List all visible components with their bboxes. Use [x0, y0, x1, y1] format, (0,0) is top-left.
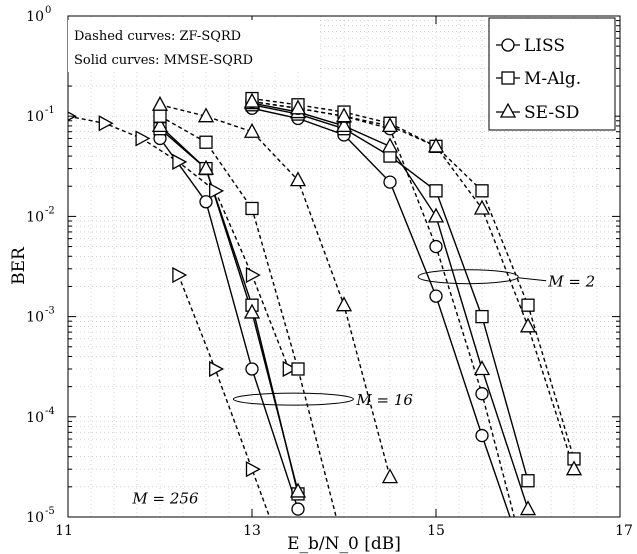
x-tick-label: 13	[243, 523, 261, 539]
marker-triangle-right	[98, 115, 114, 132]
marker-triangle-up	[381, 468, 399, 484]
marker-triangle-right	[282, 360, 298, 378]
y-tick-label: 10	[26, 510, 44, 526]
y-tick-label: 10	[26, 209, 44, 225]
marker-triangle-up	[151, 117, 169, 133]
group-label-m256: M = 256	[131, 489, 199, 507]
marker-triangle-right	[209, 182, 225, 199]
annotation-box	[68, 20, 320, 72]
marker-triangle-up	[335, 296, 353, 312]
plot-frame	[67, 15, 621, 518]
marker-triangle-up	[151, 95, 169, 111]
marker-triangle-up	[289, 99, 307, 115]
marker-square	[245, 201, 259, 216]
marker-triangle-right	[245, 266, 261, 284]
marker-triangle-up	[243, 92, 261, 108]
marker-square	[521, 474, 535, 488]
legend: LISS M-Alg. SE-SD	[488, 17, 616, 131]
y-tick-label: 10	[26, 109, 44, 125]
legend-entry-liss: LISS	[496, 36, 565, 56]
group-ellipse-m2	[417, 269, 519, 285]
marker-triangle-up	[427, 207, 445, 223]
legend-entry-malg: M-Alg.	[496, 69, 581, 89]
marker-triangle-up	[243, 122, 261, 138]
y-tick-exponent: -4	[45, 406, 55, 417]
group-leader-m2	[518, 277, 547, 282]
marker-triangle-up	[473, 199, 491, 215]
marker-square	[475, 184, 489, 198]
marker-triangle-up	[197, 107, 215, 123]
marker-square	[429, 184, 443, 198]
group-label-m16: M = 16	[355, 391, 413, 409]
annotation-solid: Solid curves: MMSE-SQRD	[74, 53, 253, 68]
marker-triangle-up	[519, 500, 537, 516]
legend-label-malg: M-Alg.	[524, 69, 581, 89]
group-labels: M = 2 M = 16 M = 256	[131, 269, 595, 507]
marker-triangle-up	[335, 107, 353, 123]
marker-circle	[475, 428, 489, 443]
series-line-2	[159, 137, 299, 510]
marker-triangle-up	[197, 159, 215, 175]
marker-circle	[429, 289, 443, 303]
marker-square	[521, 298, 535, 312]
y-tick-exponent: -3	[45, 306, 55, 317]
group-ellipse-m16	[232, 392, 354, 406]
y-tick-exponent: -5	[45, 506, 55, 517]
legend-circle-icon	[501, 38, 515, 52]
marker-triangle-up	[519, 317, 537, 333]
series-line-11	[251, 97, 575, 460]
marker-layer	[68, 91, 583, 516]
y-tick-label: 10	[26, 9, 44, 25]
legend-entry-sesd: SE-SD	[496, 102, 579, 123]
y-tick-exponent: -2	[45, 205, 55, 216]
marker-triangle-right	[172, 153, 188, 170]
marker-triangle-right	[209, 360, 225, 378]
series-line-10	[251, 100, 516, 517]
annotation-dashed: Dashed curves: ZF-SQRD	[74, 29, 241, 44]
y-tick-label: 10	[26, 310, 44, 326]
marker-triangle-up	[289, 482, 307, 498]
marker-triangle-right	[172, 266, 188, 284]
marker-square	[199, 135, 213, 149]
marker-triangle-up	[335, 117, 353, 133]
marker-circle	[429, 239, 443, 254]
legend-triangle-icon	[499, 102, 517, 118]
y-tick-exponent: -1	[45, 105, 55, 116]
y-tick-label: 10	[26, 410, 44, 426]
marker-triangle-up	[381, 137, 399, 153]
marker-triangle-right	[245, 461, 261, 478]
series-line-12	[251, 100, 575, 470]
x-tick-label: 15	[427, 523, 445, 539]
marker-circle	[291, 502, 305, 516]
marker-triangle-up	[427, 137, 445, 153]
y-tick-exponent: 0	[45, 5, 51, 16]
series-line-1	[177, 274, 271, 517]
series-line-0	[68, 115, 290, 370]
marker-circle	[199, 195, 213, 209]
marker-triangle-up	[473, 360, 491, 376]
series-line-4	[159, 125, 299, 492]
legend-square-icon	[501, 71, 515, 85]
marker-triangle-up	[381, 117, 399, 133]
x-tick-label: 17	[615, 523, 633, 539]
marker-square	[153, 109, 167, 123]
group-label-m2: M = 2	[547, 273, 595, 291]
legend-label-liss: LISS	[524, 36, 565, 56]
y-axis-label: BER	[9, 246, 29, 285]
legend-label-sesd: SE-SD	[524, 103, 579, 123]
series-line-5	[159, 104, 391, 478]
marker-triangle-up	[289, 171, 307, 187]
x-axis-label: E_b/N_0 [dB]	[287, 534, 401, 554]
marker-circle	[245, 362, 259, 376]
marker-square	[475, 309, 489, 324]
marker-triangle-up	[565, 460, 583, 476]
x-tick-label: 11	[55, 523, 73, 539]
marker-circle	[383, 175, 397, 189]
marker-circle	[475, 387, 489, 401]
marker-triangle-right	[135, 130, 151, 147]
marker-triangle-up	[243, 303, 261, 319]
marker-square	[291, 362, 305, 376]
